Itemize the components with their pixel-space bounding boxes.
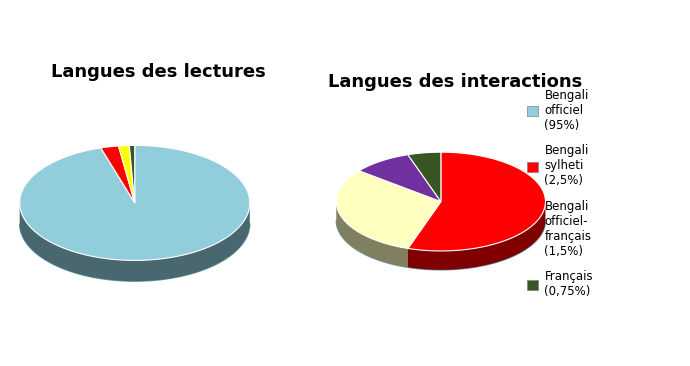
Polygon shape: [129, 145, 135, 203]
Polygon shape: [336, 171, 441, 249]
Polygon shape: [408, 152, 441, 202]
Polygon shape: [336, 202, 408, 267]
Title: Langues des interactions: Langues des interactions: [328, 73, 582, 91]
Polygon shape: [20, 145, 250, 260]
Polygon shape: [119, 145, 135, 203]
Legend: Bengali
officiel
(95%), Bengali
sylheti
(2,5%), Bengali
officiel-
français
(1,5%: Bengali officiel (95%), Bengali sylheti …: [526, 89, 593, 298]
Polygon shape: [101, 146, 135, 203]
Polygon shape: [408, 202, 546, 270]
Title: Langues des lectures: Langues des lectures: [51, 63, 266, 82]
Polygon shape: [20, 203, 250, 281]
Polygon shape: [359, 155, 441, 202]
Polygon shape: [20, 224, 250, 281]
Polygon shape: [336, 220, 546, 270]
Polygon shape: [408, 152, 546, 251]
